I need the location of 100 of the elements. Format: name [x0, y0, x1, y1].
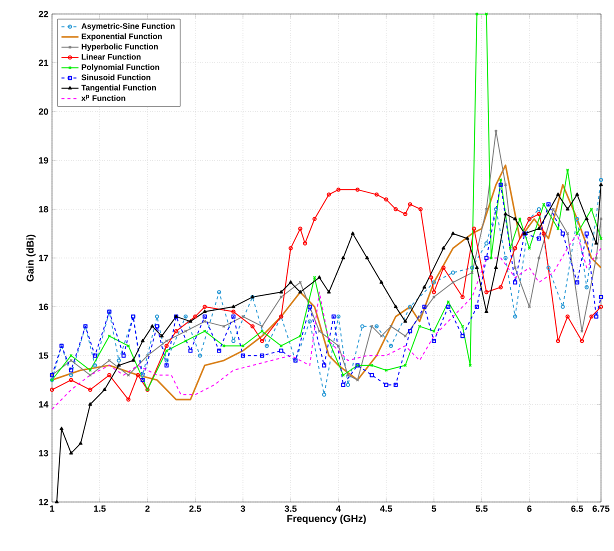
point — [102, 388, 106, 392]
x-tick-label: 6 — [527, 506, 532, 512]
point — [346, 382, 350, 387]
point — [336, 188, 341, 192]
point — [403, 319, 408, 323]
point — [394, 207, 398, 212]
point — [374, 192, 379, 197]
point — [198, 354, 202, 358]
point — [484, 241, 489, 246]
point — [418, 314, 422, 318]
point — [288, 246, 293, 250]
point — [503, 256, 508, 260]
y-tick-label: 14 — [39, 401, 48, 408]
y-axis-title: Gain (dBi) — [26, 234, 36, 282]
point — [575, 192, 580, 196]
point — [512, 246, 518, 250]
point — [518, 217, 522, 221]
point — [384, 197, 388, 202]
point — [594, 314, 598, 319]
point — [374, 324, 379, 328]
point — [556, 338, 560, 344]
point — [584, 216, 589, 220]
point — [394, 382, 398, 387]
point — [116, 358, 121, 363]
point — [231, 310, 236, 314]
point — [422, 304, 426, 309]
point — [418, 207, 423, 212]
point — [154, 324, 160, 328]
point — [279, 348, 284, 353]
point — [394, 304, 398, 308]
point — [69, 451, 73, 454]
point — [341, 382, 346, 387]
x-tick-label: 6.75 — [592, 506, 610, 512]
point — [312, 216, 317, 222]
point — [312, 276, 316, 280]
point — [546, 266, 551, 270]
point — [69, 368, 74, 372]
y-tick-label: 17 — [39, 254, 48, 262]
x-tick-label: 2 — [145, 506, 150, 512]
point — [92, 354, 98, 358]
point — [122, 354, 126, 358]
point — [575, 280, 580, 284]
point — [475, 266, 479, 270]
point — [54, 500, 59, 504]
point — [432, 280, 436, 284]
point — [356, 378, 360, 382]
point — [451, 280, 455, 284]
point — [160, 334, 164, 338]
point — [350, 232, 355, 235]
point — [565, 314, 570, 319]
point — [60, 426, 64, 430]
point — [298, 290, 302, 294]
point — [556, 192, 560, 196]
x-tick-label: 5 — [432, 506, 436, 512]
point — [360, 324, 364, 328]
y-tick-label: 18 — [39, 206, 48, 212]
point — [598, 178, 604, 182]
point — [164, 363, 169, 368]
point — [202, 314, 207, 319]
x-tick-label: 3 — [240, 506, 246, 512]
point — [472, 226, 476, 231]
point — [484, 310, 488, 313]
point — [308, 319, 312, 324]
point — [184, 314, 188, 319]
point — [584, 285, 589, 290]
point — [317, 275, 322, 279]
y-tick-label: 21 — [38, 60, 48, 66]
point — [131, 358, 136, 362]
point — [512, 314, 518, 319]
point — [250, 324, 255, 328]
point — [308, 304, 312, 309]
point — [154, 314, 160, 319]
point — [584, 232, 589, 236]
point — [370, 373, 374, 378]
point — [202, 310, 207, 313]
point — [188, 319, 192, 323]
point — [92, 363, 98, 368]
point — [388, 344, 394, 348]
x-tick-label: 1 — [50, 506, 54, 512]
y-tick-label: 22 — [38, 10, 48, 18]
point — [202, 304, 207, 309]
point — [537, 226, 541, 230]
x-tick-label: 4 — [336, 506, 341, 512]
point — [598, 294, 604, 300]
y-tick-label: 19 — [39, 157, 48, 164]
point — [442, 246, 446, 250]
point — [432, 290, 436, 294]
point — [460, 294, 465, 300]
point — [512, 280, 518, 284]
point — [188, 348, 193, 353]
point — [484, 256, 489, 260]
point — [432, 338, 436, 344]
point — [580, 338, 584, 344]
point — [504, 212, 508, 216]
point — [231, 338, 236, 344]
point — [326, 192, 331, 197]
point — [298, 226, 302, 231]
point — [465, 236, 470, 240]
point — [536, 207, 542, 212]
point — [408, 304, 412, 309]
